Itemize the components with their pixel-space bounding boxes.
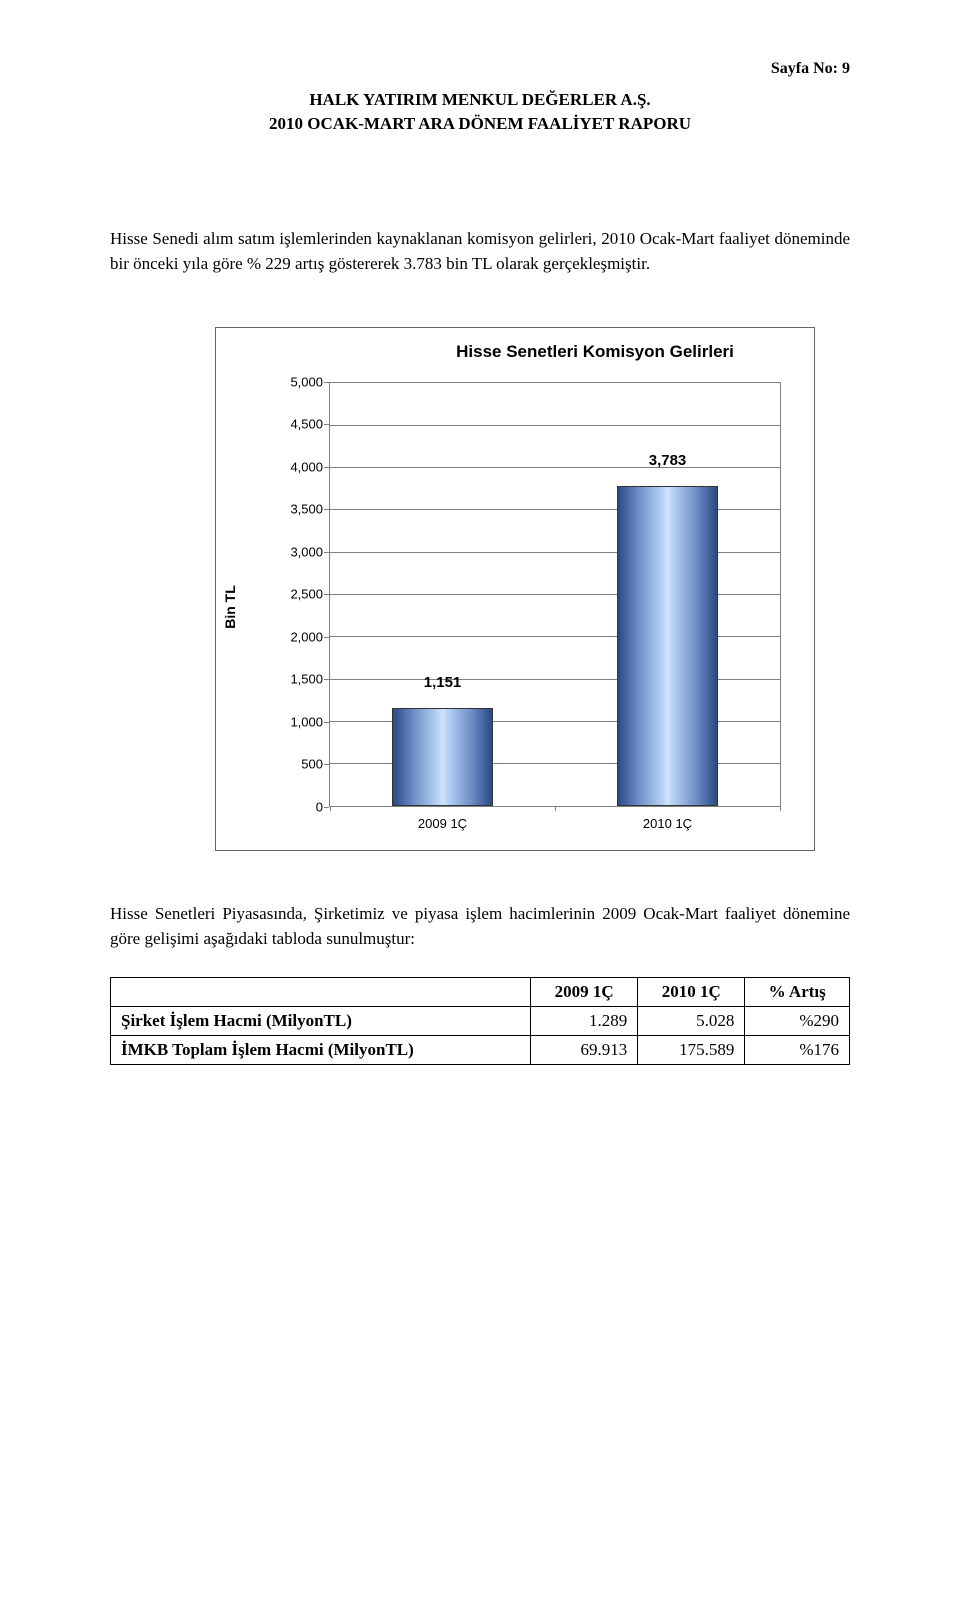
table-cell: 175.589 (638, 1035, 745, 1064)
bar-value-label: 1,151 (424, 674, 462, 691)
x-axis-label: 2010 1Ç (643, 816, 692, 831)
table-row: İMKB Toplam İşlem Hacmi (MilyonTL) 69.91… (111, 1035, 850, 1064)
table-header-col1: 2009 1Ç (531, 977, 638, 1006)
table-cell: 69.913 (531, 1035, 638, 1064)
data-table: 2009 1Ç 2010 1Ç % Artış Şirket İşlem Hac… (110, 977, 850, 1065)
gridline (330, 425, 780, 426)
plot-wrap: 1,1512009 1Ç3,7832010 1Ç 05001,0001,5002… (279, 382, 791, 807)
table-cell: 1.289 (531, 1006, 638, 1035)
table-row: Şirket İşlem Hacmi (MilyonTL) 1.289 5.02… (111, 1006, 850, 1035)
table-header-row: 2009 1Ç 2010 1Ç % Artış (111, 977, 850, 1006)
y-tick-label: 2,500 (279, 587, 323, 602)
y-tick-mark (324, 764, 329, 765)
y-tick-mark (324, 424, 329, 425)
y-tick-mark (324, 467, 329, 468)
y-tick-mark (324, 722, 329, 723)
y-tick-label: 3,000 (279, 544, 323, 559)
y-tick-mark (324, 637, 329, 638)
chart-container: Hisse Senetleri Komisyon Gelirleri Bin T… (215, 327, 815, 851)
y-tick-mark (324, 679, 329, 680)
y-tick-mark (324, 552, 329, 553)
chart-box: Bin TL 1,1512009 1Ç3,7832010 1Ç 05001,00… (224, 372, 806, 842)
header-line-1: HALK YATIRIM MENKUL DEĞERLER A.Ş. (110, 88, 850, 112)
chart-bar (392, 708, 493, 805)
y-tick-label: 3,500 (279, 502, 323, 517)
x-tick-mark (555, 806, 556, 811)
y-tick-label: 0 (279, 799, 323, 814)
x-tick-mark (780, 806, 781, 811)
y-axis-label: Bin TL (222, 585, 238, 629)
table-row-label: Şirket İşlem Hacmi (MilyonTL) (111, 1006, 531, 1035)
gridline (330, 467, 780, 468)
x-tick-mark (330, 806, 331, 811)
chart-title: Hisse Senetleri Komisyon Gelirleri (384, 342, 806, 362)
y-tick-label: 2,000 (279, 629, 323, 644)
x-axis-label: 2009 1Ç (418, 816, 467, 831)
table-cell: %176 (745, 1035, 850, 1064)
table-header-empty (111, 977, 531, 1006)
plot-area: 1,1512009 1Ç3,7832010 1Ç (329, 382, 781, 807)
y-tick-label: 5,000 (279, 374, 323, 389)
table-row-label: İMKB Toplam İşlem Hacmi (MilyonTL) (111, 1035, 531, 1064)
y-tick-mark (324, 807, 329, 808)
y-tick-label: 1,000 (279, 714, 323, 729)
y-tick-label: 1,500 (279, 672, 323, 687)
y-tick-mark (324, 382, 329, 383)
y-tick-mark (324, 594, 329, 595)
chart-bar (617, 486, 718, 806)
paragraph-table-intro: Hisse Senetleri Piyasasında, Şirketimiz … (110, 901, 850, 952)
table-header-col3: % Artış (745, 977, 850, 1006)
table-cell: 5.028 (638, 1006, 745, 1035)
y-tick-mark (324, 509, 329, 510)
header-line-2: 2010 OCAK-MART ARA DÖNEM FAALİYET RAPORU (110, 112, 850, 136)
y-tick-label: 4,500 (279, 417, 323, 432)
document-header: HALK YATIRIM MENKUL DEĞERLER A.Ş. 2010 O… (110, 88, 850, 136)
y-tick-label: 500 (279, 757, 323, 772)
page-number: Sayfa No: 9 (110, 60, 850, 78)
table-header-col2: 2010 1Ç (638, 977, 745, 1006)
paragraph-intro: Hisse Senedi alım satım işlemlerinden ka… (110, 226, 850, 277)
y-tick-label: 4,000 (279, 459, 323, 474)
table-cell: %290 (745, 1006, 850, 1035)
bar-value-label: 3,783 (649, 452, 687, 469)
